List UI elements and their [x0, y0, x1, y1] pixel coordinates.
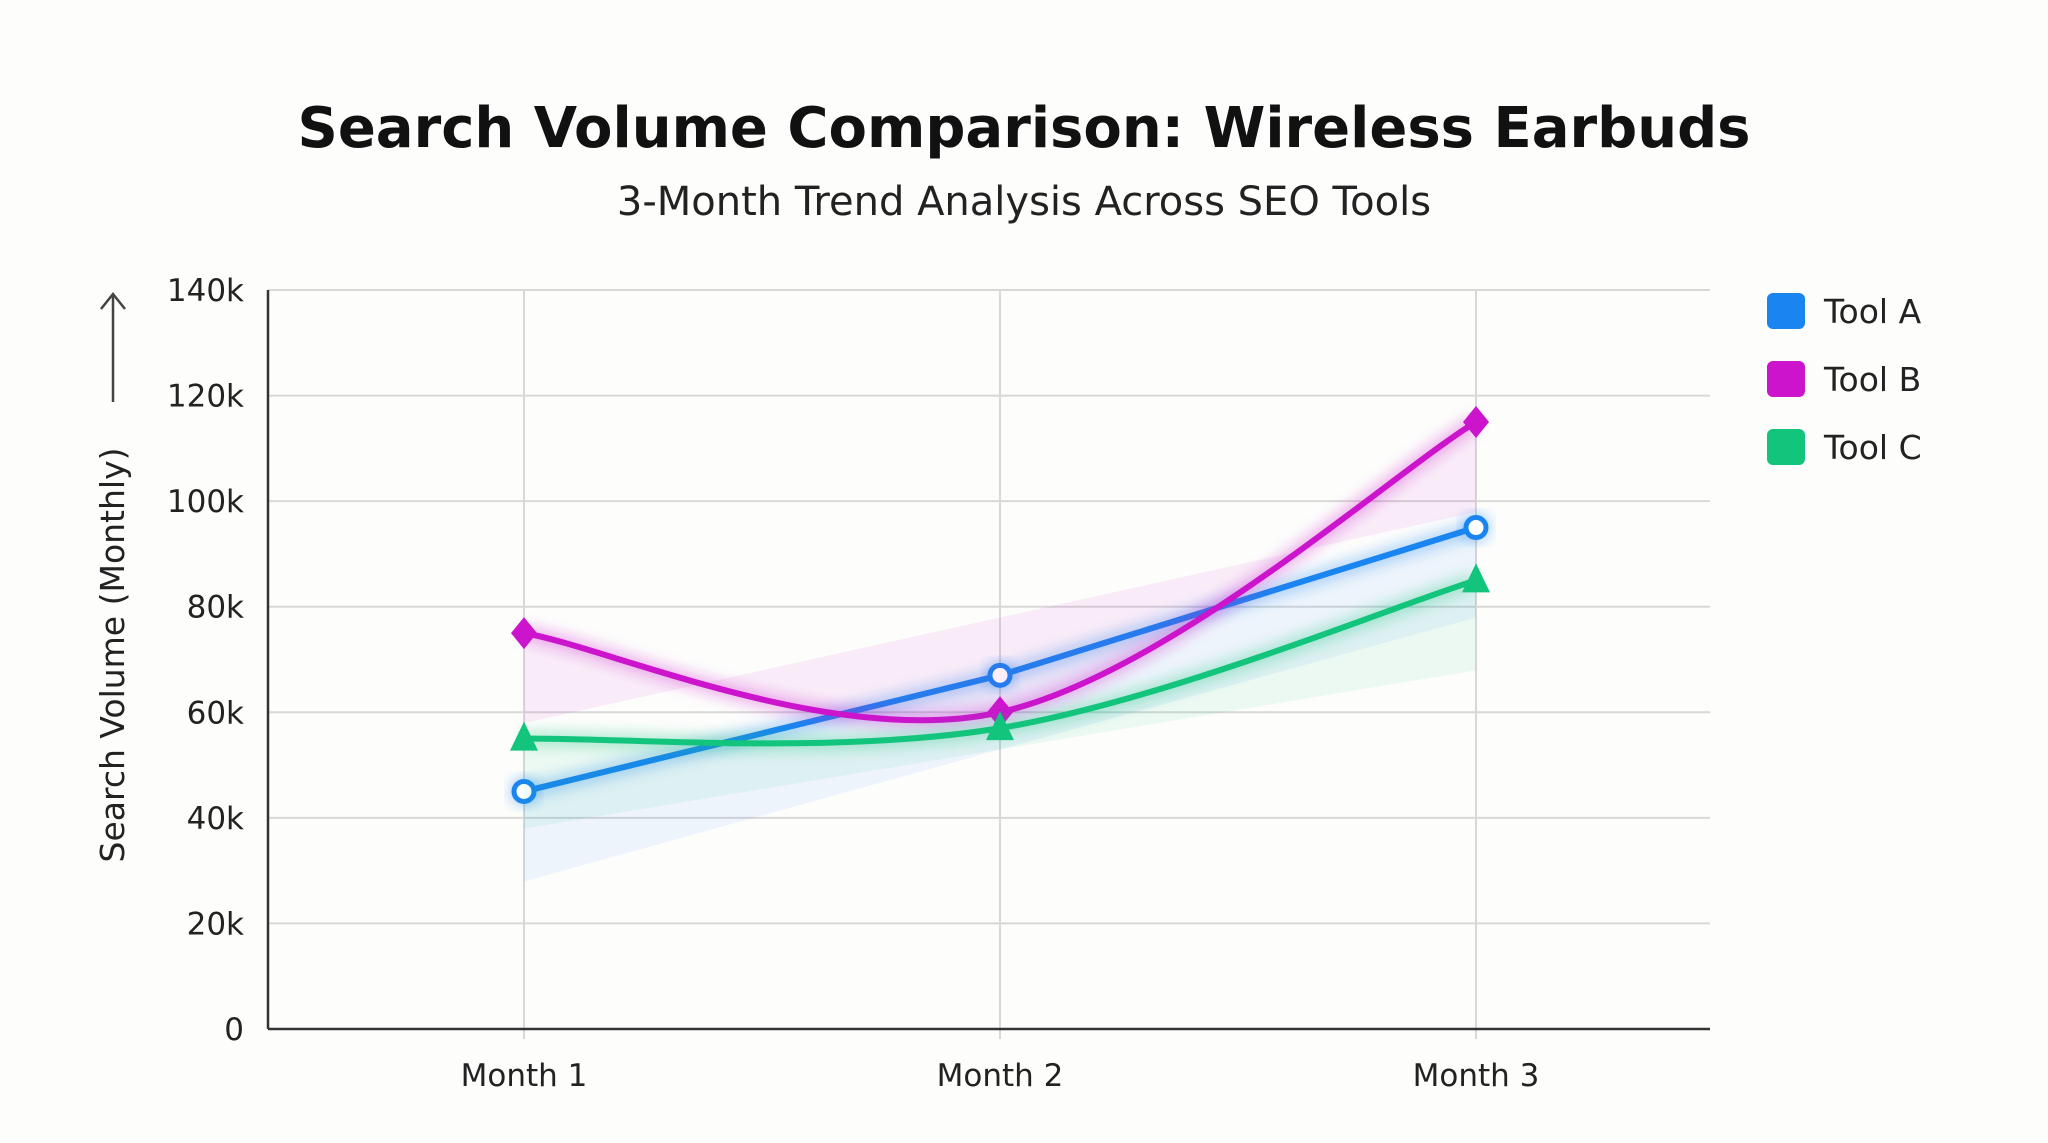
data-point-diamond — [1463, 405, 1489, 438]
data-point-triangle — [986, 711, 1014, 741]
x-tick-label: Month 3 — [1413, 1058, 1540, 1094]
y-tick-label: 120k — [167, 379, 244, 415]
x-tick-label: Month 2 — [937, 1058, 1064, 1094]
x-tick-label: Month 1 — [461, 1058, 588, 1094]
y-axis-label: Search Volume (Monthly) — [93, 448, 132, 863]
y-axis-ticks: 0 20k 40k 60k 80k 100k 120k 140k — [167, 273, 244, 1048]
y-tick-label: 0 — [224, 1012, 244, 1048]
series-area-fill — [524, 421, 1476, 724]
chart-subtitle: 3-Month Trend Analysis Across SEO Tools — [617, 179, 1431, 225]
legend-label: Tool A — [1823, 292, 1922, 331]
grid — [266, 289, 1710, 1039]
y-tick-label: 140k — [167, 273, 244, 309]
y-axis-label-group: Search Volume (Monthly) — [93, 291, 132, 863]
legend-swatch — [1767, 361, 1805, 397]
y-tick-label: 100k — [167, 484, 244, 520]
legend-label: Tool C — [1823, 428, 1922, 467]
data-point-diamond — [511, 617, 537, 650]
legend-label: Tool B — [1823, 360, 1921, 399]
legend-swatch — [1767, 293, 1805, 329]
series-tool-c — [510, 563, 1490, 829]
series-area-fill — [524, 580, 1476, 829]
y-axis-arrowhead-icon — [100, 291, 126, 310]
data-point-circle — [511, 778, 537, 804]
x-axis-ticks: Month 1 Month 2 Month 3 — [461, 1058, 1540, 1094]
data-point-triangle — [510, 721, 538, 751]
data-point-triangle — [1462, 563, 1490, 593]
data-point-circle — [987, 662, 1013, 688]
series-group — [510, 405, 1490, 882]
chart-title: Search Volume Comparison: Wireless Earbu… — [297, 96, 1750, 161]
legend: Tool A Tool B Tool C — [1767, 292, 1922, 467]
data-point-circle — [1463, 515, 1489, 541]
legend-swatch — [1767, 429, 1805, 465]
y-tick-label: 60k — [187, 695, 244, 731]
y-tick-label: 80k — [187, 590, 244, 626]
y-tick-label: 40k — [187, 801, 244, 837]
y-tick-label: 20k — [187, 906, 244, 942]
